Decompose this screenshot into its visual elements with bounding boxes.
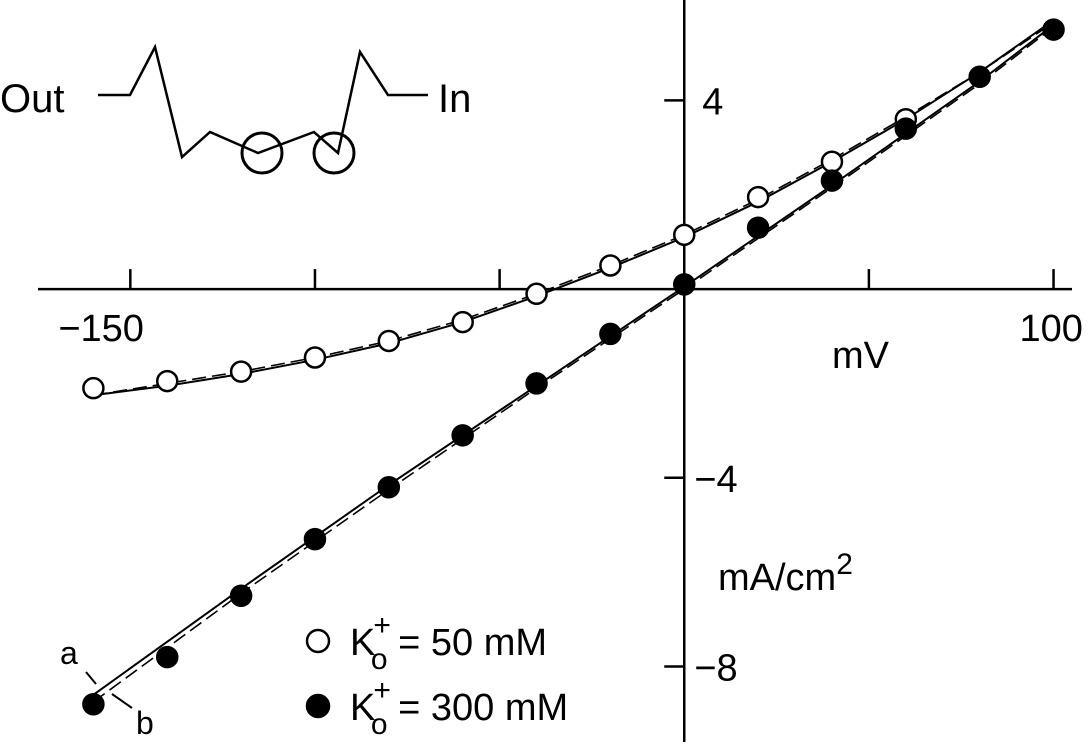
curve-label-a-leader [85,671,97,685]
inset-label-in: In [438,77,471,121]
fit-curve-a [93,19,1055,397]
data-point-filled [82,693,105,716]
data-point-filled [746,216,770,239]
inset-label-out: Out [0,77,64,121]
data-point-filled [968,65,991,89]
data-point-open [451,310,474,334]
data-point-filled [525,372,548,395]
y-tick-label: −4 [694,459,737,501]
legend-marker-open [305,628,331,654]
data-point-filled [599,322,622,346]
data-point-filled [229,584,253,607]
data-point-open [377,329,401,353]
x-tick-label: 100 [1020,308,1083,350]
data-point-open [229,360,253,383]
curve-label-group: a b [60,635,154,741]
data-point-filled [1042,18,1065,41]
legend-marker-filled [305,693,331,719]
y-tick-label: −8 [694,648,737,690]
y-axis-label-sup: 2 [836,548,853,581]
data-point-filled [377,475,401,499]
data-point-open [820,150,844,173]
y-tick-label: 4 [702,81,723,123]
data-point-filled [820,169,844,192]
curve-label-a: a [60,635,78,671]
y-axis-label: mA/cm2 [718,548,853,599]
data-point-open [746,185,770,209]
data-point-filled [894,117,918,140]
curve-label-b: b [136,705,154,741]
legend: K+ o = 50 mM K+ o = 300 mM [305,609,568,741]
data-point-open [525,282,548,306]
energy-profile-line [98,43,428,160]
data-point-filled [303,527,327,551]
binding-site-2 [312,131,356,175]
legend-label-300mM: K+ o = 300 mM [350,674,568,741]
data-point-open [303,346,327,369]
tick-labels: −150 100 −8 −4 4 [58,81,1083,689]
x-axis-label: mV [832,335,890,377]
data-point-filled [451,424,474,447]
legend-label-50mM: K+ o = 50 mM [350,609,547,676]
data-points [82,18,1065,716]
data-point-filled [156,645,179,669]
data-point-open [673,223,696,247]
data-point-filled [673,273,696,296]
y-axis-label-main: mA/cm [718,557,836,599]
x-tick-label: −150 [58,308,144,350]
binding-site-1 [240,131,284,175]
data-point-open [599,254,622,277]
data-point-open [156,369,179,393]
data-point-open [82,376,105,400]
curve-label-b-leader [111,693,133,709]
fit-curve-b [93,21,1054,396]
energy-profile-inset: Out In [0,43,471,175]
